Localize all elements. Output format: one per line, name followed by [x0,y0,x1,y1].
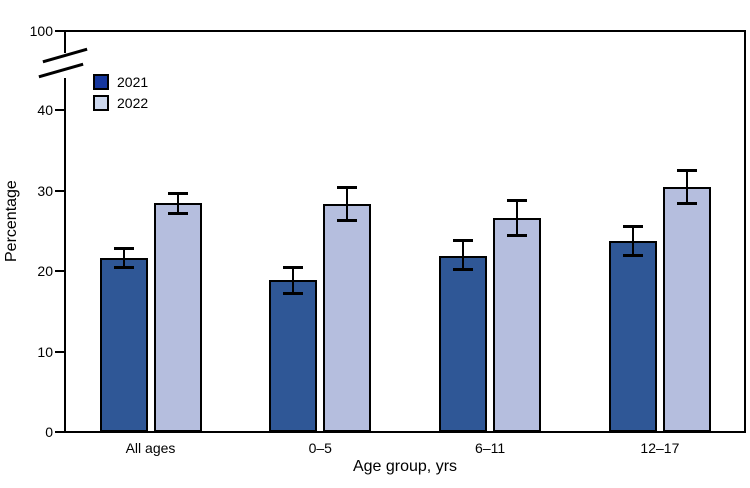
bar-2022-6–11 [493,217,542,432]
bar-2021-12–17 [608,241,657,432]
bar-2022-0–5 [323,204,372,432]
y-tick-0 [55,431,64,433]
errorbar-whisker-2021-All ages [122,248,125,268]
x-category-label-0–5: 0–5 [308,440,332,456]
legend-item-2021: 2021 [93,74,148,90]
legend-swatch-2022-icon [93,95,109,111]
errorbar-whisker-2022-12–17 [685,170,688,205]
errorbar-cap-bottom-2021-0–5 [283,291,304,295]
x-category-label-12–17: 12–17 [640,440,680,456]
errorbar-cap-top-2022-All ages [167,191,188,195]
errorbar-cap-bottom-2022-6–11 [507,233,528,237]
y-tick-100 [55,30,64,32]
errorbar-cap-bottom-2021-All ages [113,265,134,269]
errorbar-cap-bottom-2021-6–11 [453,268,474,272]
y-tick-10 [55,350,64,353]
y-tick-label-20: 20 [37,263,53,279]
legend-item-2022: 2022 [93,95,148,111]
bar-2021-6–11 [439,255,488,432]
y-tick-label-0: 0 [45,424,53,440]
y-tick-40 [55,109,64,111]
y-tick-label-100: 100 [29,23,53,39]
errorbar-cap-top-2022-12–17 [676,169,697,173]
bar-2022-12–17 [662,187,711,432]
y-tick-30 [55,189,64,192]
y-tick-label-30: 30 [37,182,53,199]
x-axis-title: Age group, yrs [352,458,458,475]
plot-frame-top [64,30,746,32]
y-tick-label-40: 40 [37,102,53,118]
y-axis-lower-segment [64,78,66,433]
legend-label-2022: 2022 [117,95,149,111]
x-category-label-All ages: All ages [125,440,176,456]
errorbar-cap-top-2021-6–11 [453,239,474,243]
errorbar-whisker-2022-0–5 [346,187,349,222]
errorbar-whisker-2021-0–5 [292,266,295,294]
errorbar-cap-top-2022-0–5 [337,186,358,190]
legend: 2021 2022 [93,74,148,116]
errorbar-cap-top-2021-0–5 [283,265,304,269]
bar-2021-0–5 [269,279,318,432]
y-axis-title: Percentage [3,180,20,262]
legend-label-2021: 2021 [117,74,149,90]
errorbar-cap-top-2021-12–17 [622,224,643,228]
errorbar-cap-top-2022-6–11 [507,199,528,203]
errorbar-whisker-2022-6–11 [516,200,519,236]
axis-break-slash-lower [38,62,84,79]
bar-2022-All ages [153,203,202,432]
errorbar-whisker-2021-12–17 [631,225,634,256]
errorbar-cap-top-2021-All ages [113,247,134,251]
errorbar-cap-bottom-2021-12–17 [622,253,643,257]
y-tick-20 [55,270,64,272]
bar-2021-All ages [99,258,148,432]
y-axis-upper-segment [64,30,66,53]
errorbar-cap-bottom-2022-All ages [167,211,188,215]
legend-swatch-2021-icon [93,74,109,90]
plot-frame-right [744,30,746,433]
y-tick-label-10: 10 [37,343,53,360]
errorbar-cap-bottom-2022-0–5 [337,219,358,223]
errorbar-whisker-2022-All ages [176,192,179,214]
plot-frame-bottom [64,431,746,433]
x-category-label-6–11: 6–11 [475,440,506,456]
errorbar-whisker-2021-6–11 [462,240,465,271]
errorbar-cap-bottom-2022-12–17 [676,202,697,206]
